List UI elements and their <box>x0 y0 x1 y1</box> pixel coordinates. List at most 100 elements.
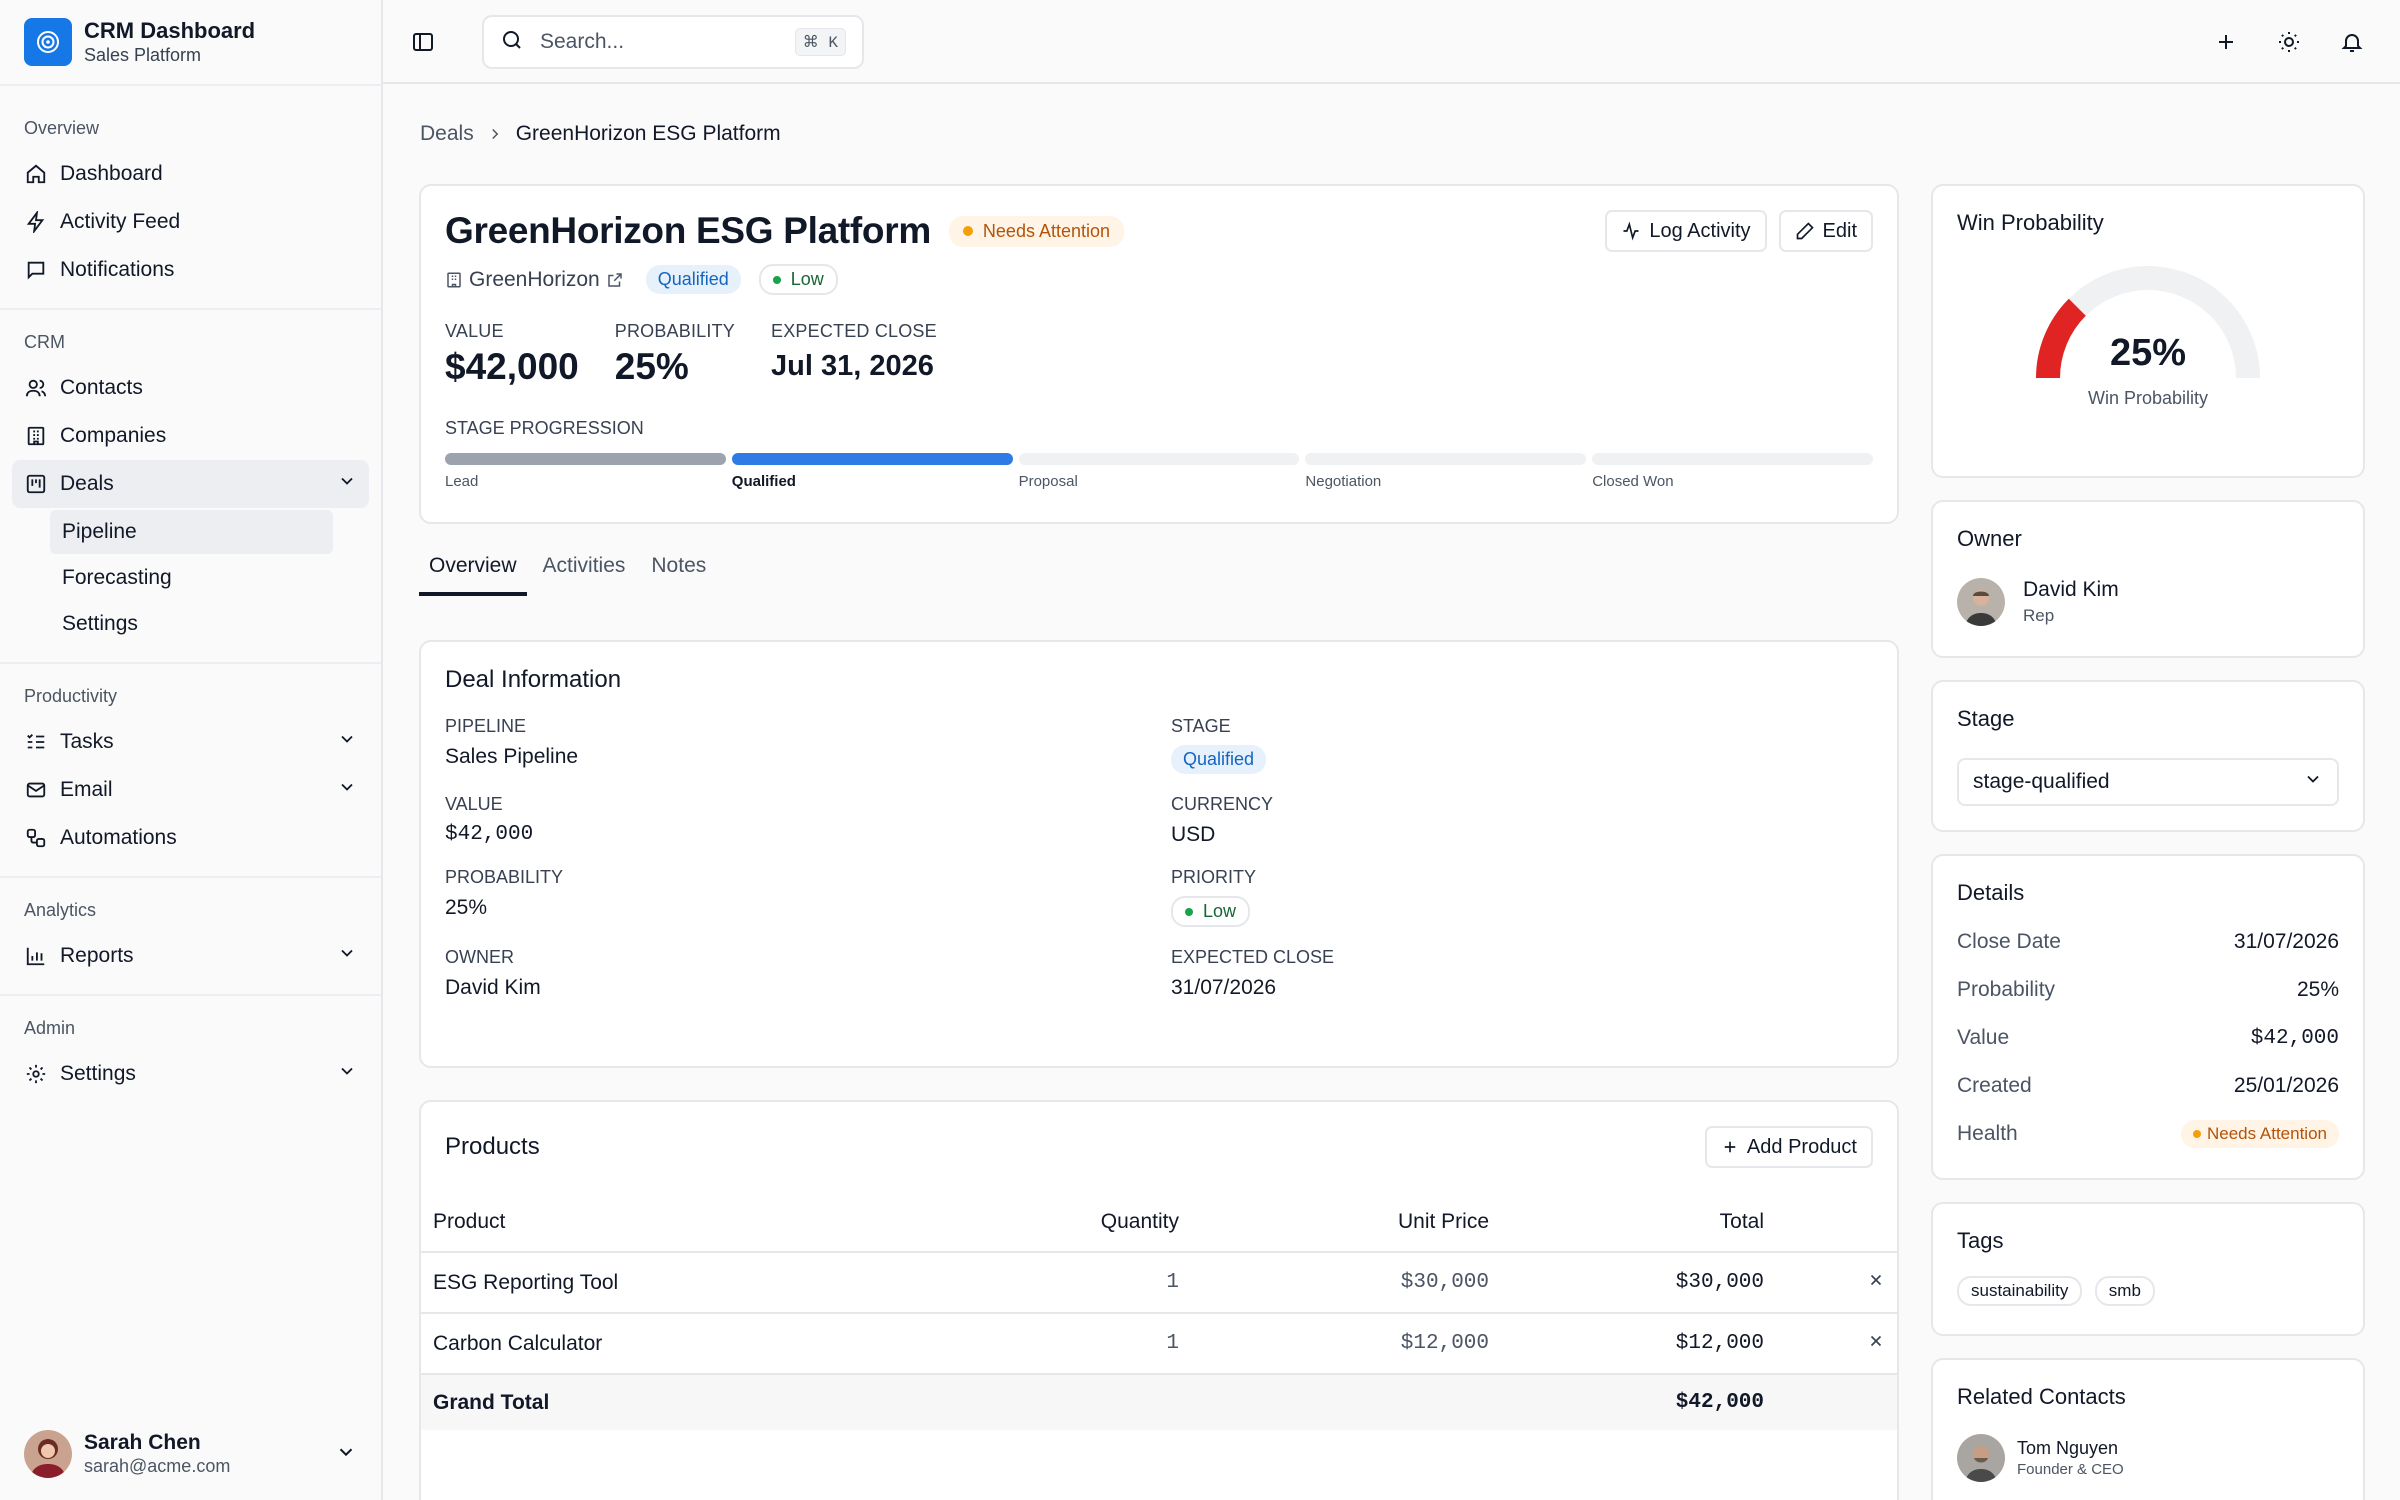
metric-probability: PROBABILITY 25% <box>615 321 735 388</box>
stage-step[interactable]: Closed Won <box>1592 453 1873 490</box>
stage-bar <box>445 453 726 465</box>
user-menu[interactable]: Sarah Chen sarah@acme.com <box>0 1408 381 1500</box>
bell-icon[interactable] <box>2332 22 2372 62</box>
chevron-down-icon[interactable] <box>337 777 357 803</box>
sidebar-item-label: Contacts <box>60 376 143 399</box>
stage-name: Proposal <box>1018 473 1078 490</box>
gear-icon <box>24 1062 48 1086</box>
sidebar-toggle-icon[interactable] <box>403 22 443 62</box>
sidebar-item-activity-feed[interactable]: Activity Feed <box>12 198 369 246</box>
brand[interactable]: CRM Dashboard Sales Platform <box>0 0 381 84</box>
sidebar: CRM Dashboard Sales Platform Overview Da… <box>0 0 383 1500</box>
search-placeholder: Search... <box>540 30 625 53</box>
chevron-down-icon[interactable] <box>337 1061 357 1087</box>
card-title: Owner <box>1957 526 2022 551</box>
close-icon <box>1867 1332 1885 1355</box>
chevron-down-icon[interactable] <box>337 471 357 497</box>
table-row: Carbon Calculator 1 $12,000 $12,000 <box>421 1313 1897 1375</box>
tab-activities[interactable]: Activities <box>542 554 626 577</box>
sidebar-item-email[interactable]: Email <box>12 766 369 814</box>
info-value: 31/07/2026 <box>1171 976 1277 999</box>
tag-chip[interactable]: smb <box>2094 1276 2155 1306</box>
nav-section-overview: Overview Dashboard Activity Feed Notific… <box>0 84 381 310</box>
sidebar-item-contacts[interactable]: Contacts <box>12 364 369 412</box>
contact-item[interactable]: Tom Nguyen Founder & CEO <box>1957 1434 2339 1482</box>
detail-key: Probability <box>1957 978 2056 1001</box>
sun-icon[interactable] <box>2269 22 2309 62</box>
search-input[interactable]: Search... ⌘ K <box>482 15 864 69</box>
sidebar-item-deals[interactable]: Deals <box>12 460 369 508</box>
tab-notes[interactable]: Notes <box>651 554 707 577</box>
sidebar-subitem-pipeline[interactable]: Pipeline <box>50 510 333 554</box>
company-link[interactable]: GreenHorizon <box>469 267 600 291</box>
chevron-right-icon <box>486 125 504 143</box>
info-value: David Kim <box>445 976 541 999</box>
stage-step[interactable]: Qualified <box>731 453 1013 490</box>
edit-label: Edit <box>1822 219 1857 242</box>
sidebar-item-companies[interactable]: Companies <box>12 412 369 460</box>
bar-chart-icon <box>24 944 48 968</box>
stage-card: Stage stage-qualified <box>1931 680 2365 832</box>
gauge-svg <box>2036 266 2260 379</box>
sidebar-item-automations[interactable]: Automations <box>12 814 369 862</box>
sidebar-item-settings[interactable]: Settings <box>12 1050 369 1098</box>
plus-icon[interactable] <box>2206 22 2246 62</box>
chevron-down-icon[interactable] <box>337 943 357 969</box>
sidebar-item-label: Settings <box>60 1062 136 1085</box>
chevron-down-icon[interactable] <box>337 729 357 755</box>
building-icon <box>445 271 463 289</box>
metric-number: 25% <box>614 346 689 387</box>
products-table: Product Quantity Unit Price Total ESG Re… <box>421 1192 1897 1430</box>
chevron-down-icon[interactable] <box>335 1441 357 1468</box>
tab-bar: Overview Activities Notes <box>419 554 722 596</box>
grand-total-row: Grand Total $42,000 <box>421 1374 1897 1430</box>
card-title: Tags <box>1957 1228 2004 1253</box>
gauge-fill <box>2036 298 2087 379</box>
sidebar-subitem-settings[interactable]: Settings <box>62 612 138 635</box>
add-product-button[interactable]: Add Product <box>1704 1126 1873 1168</box>
detail-key: Value <box>1957 1026 2010 1049</box>
sidebar-subitem-forecasting[interactable]: Forecasting <box>62 566 172 589</box>
detail-value: 25/01/2026 <box>2233 1074 2339 1097</box>
remove-product-button[interactable] <box>1776 1313 1897 1375</box>
log-activity-button[interactable]: Log Activity <box>1605 210 1767 252</box>
stage-select[interactable]: stage-qualified <box>1957 758 2339 806</box>
metric-label: PROBABILITY <box>614 321 735 341</box>
nav-group-label: Analytics <box>24 899 97 920</box>
sidebar-item-label: Dashboard <box>60 162 163 185</box>
health-badge: Needs Attention <box>2180 1120 2339 1148</box>
edit-button[interactable]: Edit <box>1778 210 1873 252</box>
column-header: Quantity <box>981 1192 1191 1253</box>
info-value: 25% <box>445 896 488 919</box>
column-header: Total <box>1501 1192 1776 1253</box>
info-label: PIPELINE <box>445 716 527 736</box>
stage-step[interactable]: Lead <box>445 453 726 490</box>
product-unit-price: $12,000 <box>1191 1313 1501 1375</box>
nav-section-crm: CRM Contacts Companies Deals Pipeline Fo… <box>0 310 381 664</box>
product-unit-price: $30,000 <box>1191 1252 1501 1314</box>
details-card: Details Close Date 31/07/2026 Probability… <box>1931 854 2365 1180</box>
external-link-icon[interactable] <box>606 271 624 289</box>
stage-select-value: stage-qualified <box>1973 770 2110 793</box>
detail-value: $42,000 <box>2250 1026 2339 1050</box>
search-shortcut: ⌘ K <box>794 28 846 56</box>
grand-total-value: $42,000 <box>1501 1374 1776 1430</box>
tab-overview[interactable]: Overview <box>419 554 527 596</box>
mail-icon <box>24 778 48 802</box>
sidebar-item-reports[interactable]: Reports <box>12 932 369 980</box>
info-label: CURRENCY <box>1171 794 1274 814</box>
sidebar-item-dashboard[interactable]: Dashboard <box>12 150 369 198</box>
tag-chip[interactable]: sustainability <box>1957 1276 2083 1306</box>
gauge-value: 25% <box>2109 332 2187 374</box>
stage-name: Closed Won <box>1592 473 1674 490</box>
sidebar-item-tasks[interactable]: Tasks <box>12 718 369 766</box>
remove-product-button[interactable] <box>1776 1252 1897 1314</box>
detail-key: Close Date <box>1957 930 2061 953</box>
sidebar-item-notifications[interactable]: Notifications <box>12 246 369 294</box>
metric-label: VALUE <box>445 321 504 341</box>
stage-step[interactable]: Negotiation <box>1305 453 1587 490</box>
add-product-label: Add Product <box>1746 1135 1857 1158</box>
product-name: Carbon Calculator <box>421 1313 981 1375</box>
breadcrumb-deals[interactable]: Deals <box>420 122 474 145</box>
stage-step[interactable]: Proposal <box>1018 453 1300 490</box>
